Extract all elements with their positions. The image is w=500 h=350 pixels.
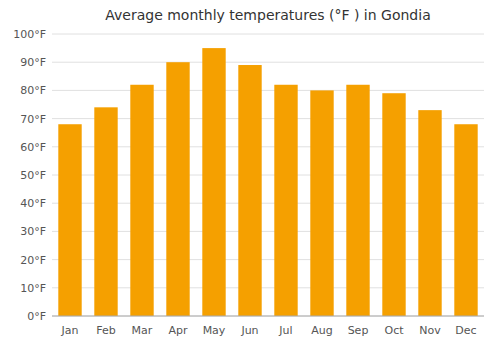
y-tick-label: 10°F bbox=[20, 282, 46, 295]
x-tick-label: Dec bbox=[455, 324, 476, 337]
bar bbox=[238, 65, 261, 316]
chart: Average monthly temperatures (°F ) in Go… bbox=[0, 0, 500, 350]
grid-line bbox=[52, 62, 484, 63]
y-tick-label: 80°F bbox=[20, 84, 46, 97]
bar bbox=[58, 124, 81, 316]
x-tick-label: Nov bbox=[419, 324, 441, 337]
x-tick-label: Mar bbox=[132, 324, 153, 337]
bar bbox=[418, 110, 441, 316]
title: Average monthly temperatures (°F ) in Go… bbox=[105, 7, 430, 23]
bar bbox=[274, 85, 297, 316]
bar bbox=[202, 48, 225, 316]
bar bbox=[130, 85, 153, 316]
y-tick-label: 90°F bbox=[20, 56, 46, 69]
x-tick-label: Jul bbox=[278, 324, 292, 337]
y-tick-label: 0°F bbox=[27, 310, 46, 323]
y-tick-label: 100°F bbox=[13, 28, 46, 41]
y-tick-label: 50°F bbox=[20, 169, 46, 182]
bar bbox=[454, 124, 477, 316]
x-axis: Jan Feb Mar Apr May Jun Jul Aug Sep Oct Nov Dec bbox=[52, 316, 484, 337]
bar bbox=[94, 107, 117, 316]
bar bbox=[346, 85, 369, 316]
x-tick-label: Jan bbox=[61, 324, 79, 337]
y-tick-label: 40°F bbox=[20, 197, 46, 210]
x-tick-label: Sep bbox=[348, 324, 369, 337]
grid-line bbox=[52, 316, 484, 317]
bar bbox=[382, 93, 405, 316]
y-tick-label: 30°F bbox=[20, 225, 46, 238]
chart-container: Average monthly temperatures (°F ) in Go… bbox=[0, 0, 500, 350]
x-tick-label: Jun bbox=[240, 324, 258, 337]
x-tick-label: Apr bbox=[168, 324, 188, 337]
bar bbox=[310, 90, 333, 316]
grid-line bbox=[52, 90, 484, 91]
bars bbox=[58, 48, 477, 316]
x-tick-label: May bbox=[203, 324, 226, 337]
x-tick-label: Oct bbox=[384, 324, 404, 337]
y-axis: 0°F 10°F 20°F 30°F 40°F 50°F 60°F 70°F 80°F 90°F 1… bbox=[13, 28, 484, 323]
x-tick-label: Aug bbox=[311, 324, 332, 337]
y-tick-label: 60°F bbox=[20, 141, 46, 154]
grid-line bbox=[52, 34, 484, 35]
x-axis-line bbox=[52, 316, 484, 317]
page: {"chart_data": {"type": "bar", "title": … bbox=[0, 0, 500, 350]
y-tick-label: 70°F bbox=[20, 113, 46, 126]
bar bbox=[166, 62, 189, 316]
y-tick-label: 20°F bbox=[20, 254, 46, 267]
x-tick-label: Feb bbox=[96, 324, 115, 337]
